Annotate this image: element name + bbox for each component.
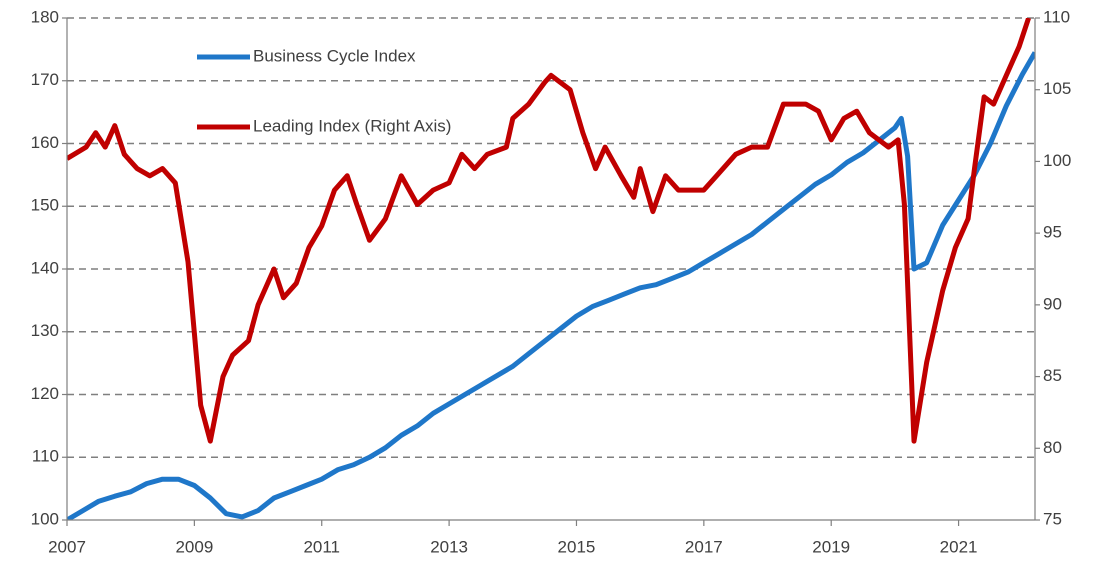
x-tick-label: 2009	[175, 537, 213, 556]
x-tick-label: 2021	[940, 537, 978, 556]
x-tick-label: 2015	[558, 537, 596, 556]
y-tick-label: 120	[31, 384, 59, 403]
y2-tick-label: 105	[1043, 79, 1071, 98]
y2-tick-label: 85	[1043, 366, 1062, 385]
y-tick-label: 180	[31, 7, 59, 26]
y2-tick-label: 90	[1043, 294, 1062, 313]
y-tick-label: 140	[31, 258, 59, 277]
y-tick-label: 130	[31, 321, 59, 340]
y2-tick-label: 110	[1043, 7, 1070, 26]
plot-area	[67, 18, 1035, 520]
y2-tick-label: 75	[1043, 509, 1062, 528]
y-tick-label: 170	[31, 70, 59, 89]
y2-tick-label: 80	[1043, 438, 1062, 457]
y-tick-label: 160	[31, 133, 59, 152]
y2-tick-label: 100	[1043, 151, 1071, 170]
x-tick-label: 2007	[48, 537, 86, 556]
y2-tick-label: 95	[1043, 223, 1062, 242]
series-line	[67, 18, 1031, 444]
series-line	[67, 51, 1035, 520]
x-tick-label: 2017	[685, 537, 723, 556]
y-tick-label: 150	[31, 196, 59, 215]
x-tick-label: 2011	[303, 537, 340, 556]
grid	[67, 17, 1035, 458]
y-tick-label: 100	[31, 509, 59, 528]
x-tick-label: 2013	[430, 537, 468, 556]
legend-label: Business Cycle Index	[253, 46, 416, 65]
y-tick-label: 110	[32, 447, 59, 466]
x-tick-label: 2019	[812, 537, 850, 556]
legend-label: Leading Index (Right Axis)	[253, 116, 451, 135]
